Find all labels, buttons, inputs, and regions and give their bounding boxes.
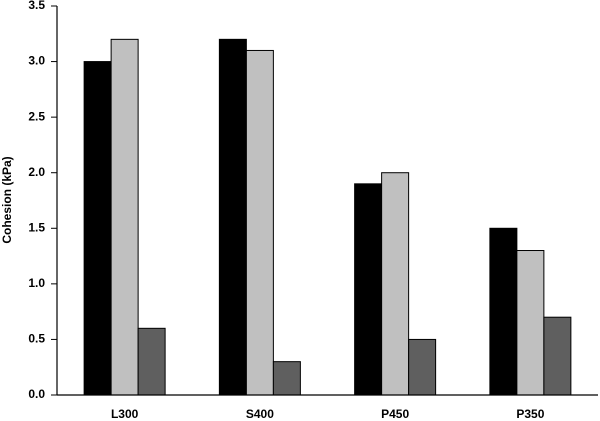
y-tick-label: 0.0 <box>28 387 45 401</box>
bar <box>110 38 139 396</box>
y-tick-label: 1.0 <box>28 276 45 290</box>
bar <box>381 172 410 396</box>
y-tick-label: 1.5 <box>28 220 45 234</box>
y-tick-label: 3.0 <box>28 54 45 68</box>
bar <box>354 183 383 396</box>
x-tick-label: P350 <box>516 407 544 421</box>
bar <box>137 327 166 396</box>
bar <box>218 38 247 396</box>
bar <box>272 361 301 396</box>
bar <box>543 316 572 396</box>
bar <box>516 250 545 396</box>
bar <box>83 61 112 396</box>
x-tick-label: S400 <box>246 407 274 421</box>
y-tick-label: 2.5 <box>28 109 45 123</box>
y-tick-label: 2.0 <box>28 165 45 179</box>
x-tick-label: L300 <box>111 407 139 421</box>
bar <box>245 49 274 396</box>
y-tick-label: 0.5 <box>28 332 45 346</box>
bar <box>408 338 437 396</box>
bar <box>489 227 518 396</box>
y-axis-label: Cohesion (kPa) <box>0 156 14 243</box>
y-tick-label: 3.5 <box>28 0 45 12</box>
x-tick-label: P450 <box>381 407 409 421</box>
